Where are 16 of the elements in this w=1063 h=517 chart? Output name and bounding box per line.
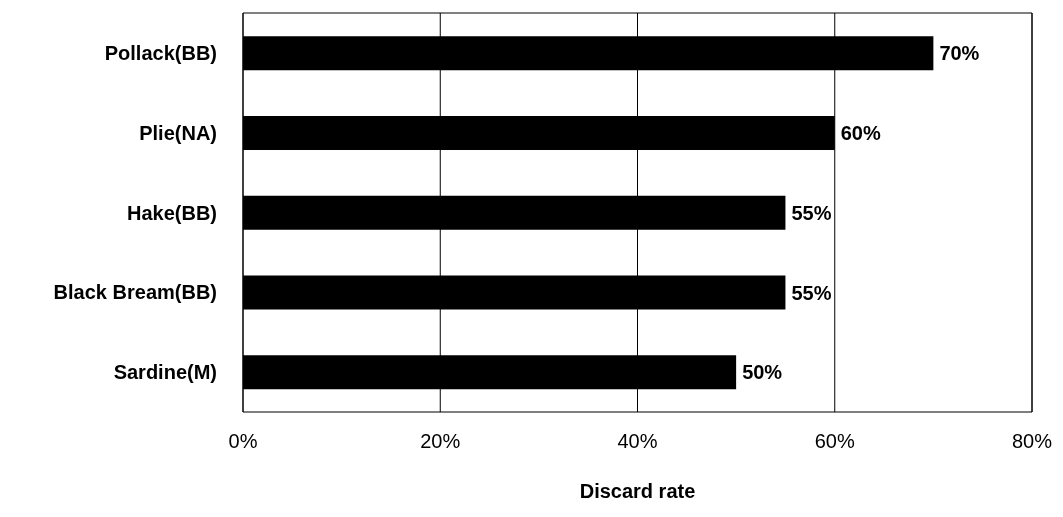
x-tick-label: 80% (1011, 430, 1053, 453)
y-tick-label: Sardine(M) (113, 361, 217, 384)
data-label: 55% (791, 281, 832, 304)
data-label: 60% (840, 122, 881, 145)
y-tick-label: Plie(NA) (139, 121, 217, 144)
y-tick-label: Black Bream(BB) (53, 281, 217, 304)
x-tick-label: 40% (617, 430, 658, 453)
y-tick-label: Hake(BB) (126, 201, 217, 224)
data-label: 70% (939, 42, 980, 65)
y-tick-label: Pollack(BB) (104, 42, 217, 64)
x-tick-label: 0% (228, 430, 258, 453)
data-label: 55% (791, 201, 832, 224)
data-label: 50% (742, 361, 783, 384)
x-tick-label: 60% (814, 430, 855, 453)
x-axis-title: Discard rate (579, 480, 696, 502)
x-tick-label: 20% (420, 430, 461, 453)
